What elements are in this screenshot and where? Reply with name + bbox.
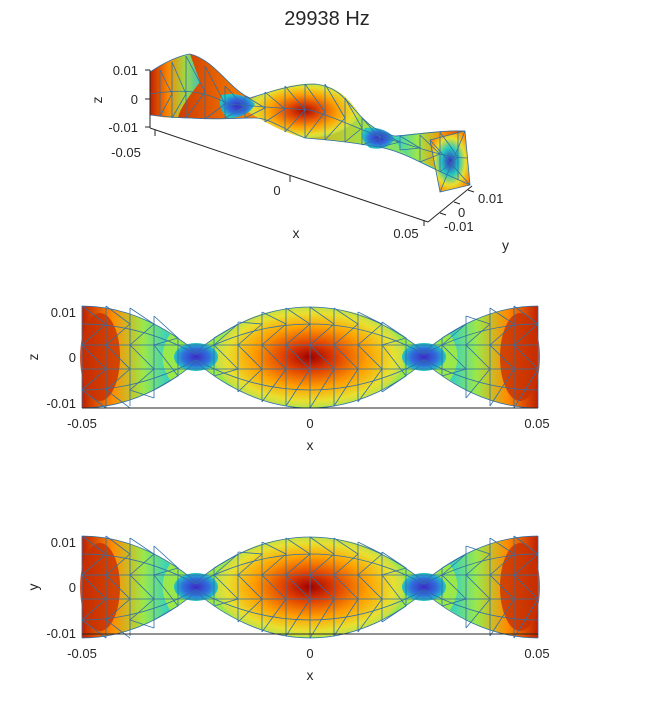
- xz-node-right: [402, 343, 446, 371]
- iso-z-axis-label: z: [89, 97, 105, 104]
- iso-beam-node-left: [220, 94, 255, 118]
- iso-beam-end-face: [430, 131, 470, 192]
- iso-z-tick-mid: 0: [131, 92, 138, 107]
- iso-x-tick-right: 0.05: [393, 226, 418, 241]
- iso-mesh-lines: [149, 53, 471, 193]
- xy-node-right: [402, 573, 446, 601]
- xz-x-axis-label: x: [307, 437, 314, 453]
- xz-x-tick-right: 0.05: [524, 416, 549, 431]
- figure-title: 29938 Hz: [284, 8, 370, 30]
- iso-x-axis-label: x: [293, 225, 300, 241]
- xz-right-hotspot: [500, 313, 540, 401]
- xy-y-tick-bottom: -0.01: [46, 626, 76, 641]
- xz-x-tick-left: -0.05: [67, 416, 97, 431]
- xy-node-left: [174, 573, 218, 601]
- iso-x-tick-left: -0.05: [111, 145, 141, 160]
- xz-x-tick-mid: 0: [306, 416, 313, 431]
- xy-left-hotspot: [80, 543, 120, 631]
- isometric-view-plot: 0.01 0 -0.01 z -0.05 0 0.05 x 0.01 0 -0.…: [89, 53, 509, 253]
- xy-x-tick-left: -0.05: [67, 646, 97, 661]
- xy-x-axis-label: x: [307, 667, 314, 683]
- xy-y-tick-top: 0.01: [51, 535, 76, 550]
- iso-axes: [145, 69, 475, 226]
- iso-beam-left-end: [150, 54, 200, 118]
- xz-node-left: [174, 343, 218, 371]
- iso-x-tick-mid: 0: [273, 183, 280, 198]
- xz-y-tick-bottom: -0.01: [46, 396, 76, 411]
- xy-projection-plot: 0.01 0 -0.01 y -0.05 0 0.05 x: [25, 535, 550, 683]
- xy-x-tick-mid: 0: [306, 646, 313, 661]
- xy-y-axis-label: y: [25, 584, 41, 591]
- xz-y-tick-top: 0.01: [51, 305, 76, 320]
- xy-right-hotspot: [500, 543, 540, 631]
- iso-y-tick-mid: 0: [458, 205, 465, 220]
- xz-left-hotspot: [80, 313, 120, 401]
- xz-y-tick-mid: 0: [69, 350, 76, 365]
- xz-projection-plot: 0.01 0 -0.01 z -0.05 0 0.05 x: [25, 305, 550, 453]
- iso-z-tick-bottom: -0.01: [108, 120, 138, 135]
- xy-x-tick-right: 0.05: [524, 646, 549, 661]
- xy-y-tick-mid: 0: [69, 580, 76, 595]
- xy-mesh-lines: [81, 535, 539, 639]
- xz-y-axis-label: z: [25, 354, 41, 361]
- iso-y-tick-top: 0.01: [478, 191, 503, 206]
- iso-z-tick-top: 0.01: [113, 63, 138, 78]
- iso-y-axis-label: y: [502, 237, 509, 253]
- iso-y-tick-bottom: -0.01: [444, 219, 474, 234]
